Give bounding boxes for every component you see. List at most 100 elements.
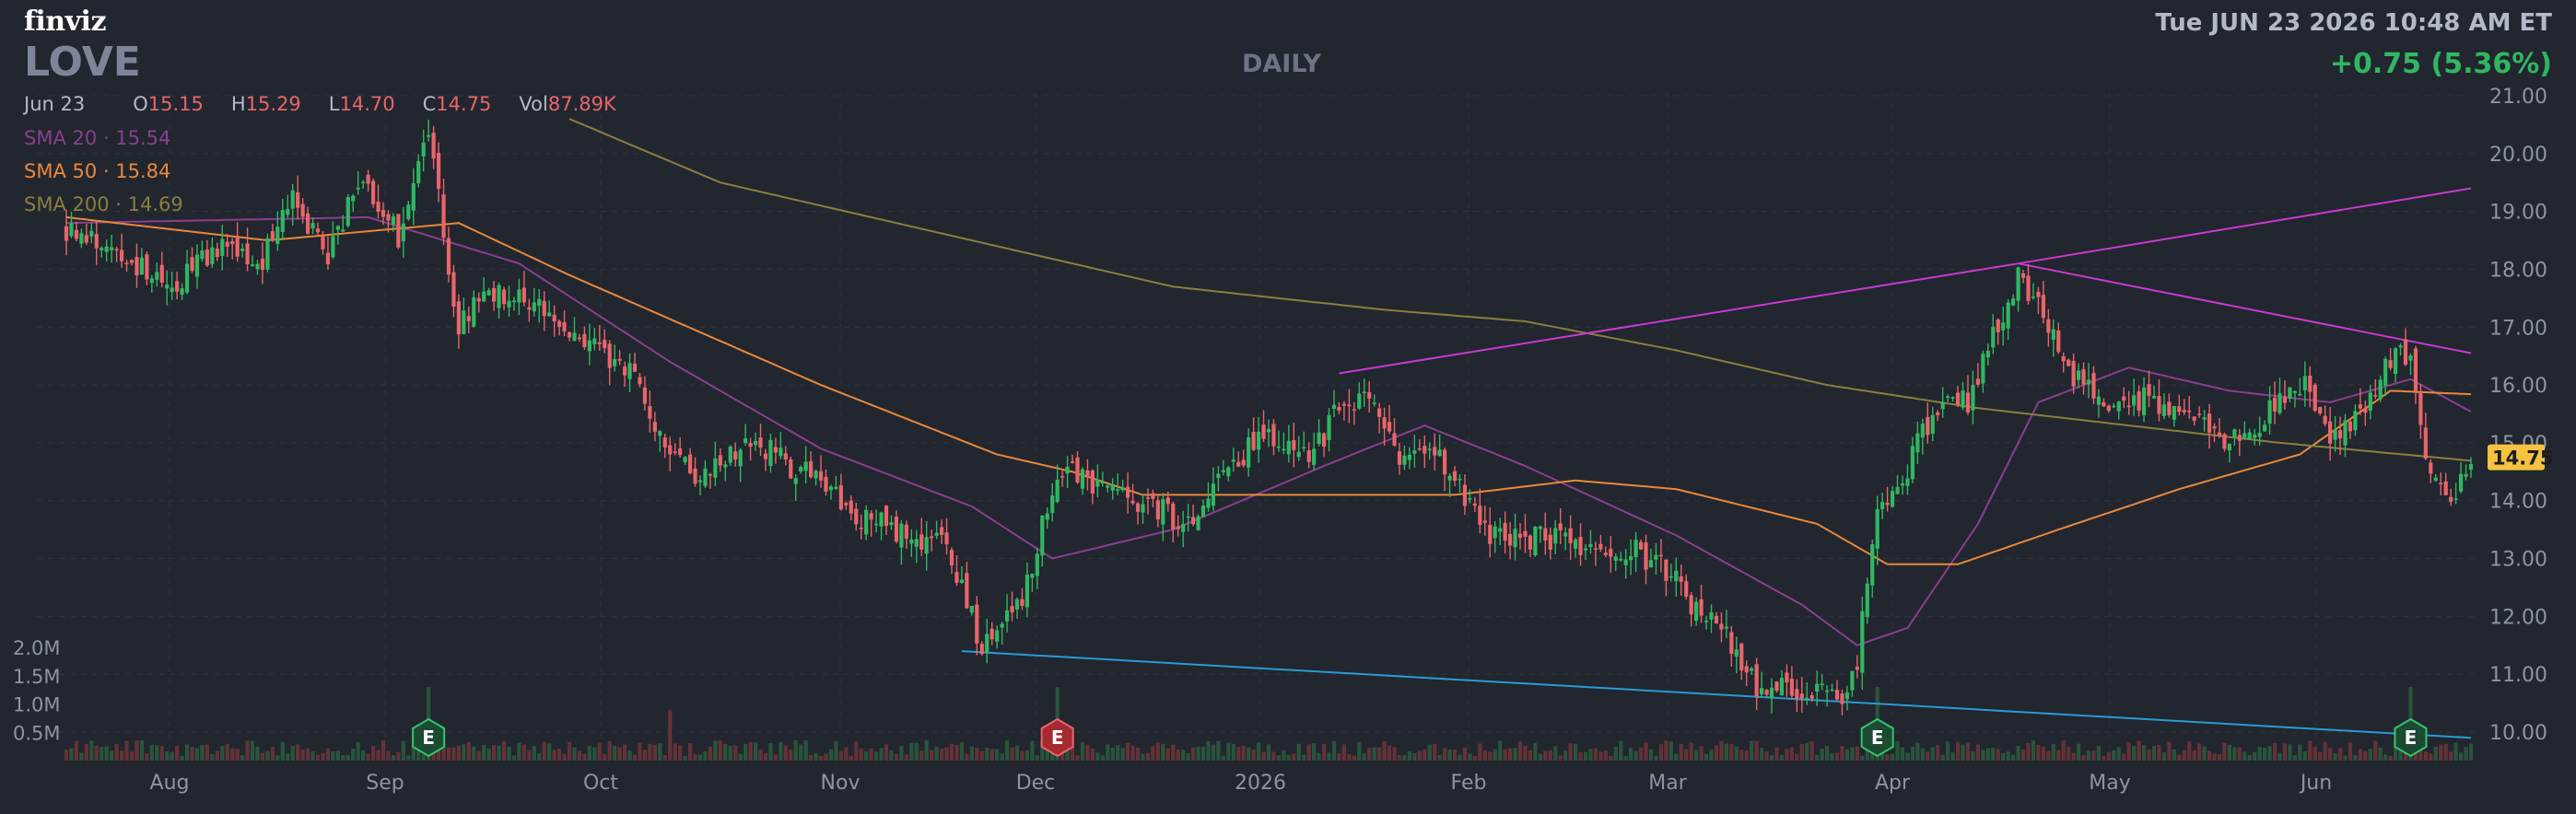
- candle-body: [1085, 470, 1090, 478]
- volume-bar: [2282, 743, 2288, 761]
- volume-bar: [331, 750, 335, 761]
- earnings-badge-label: E: [1051, 727, 1064, 749]
- ohlc-date: Jun 23: [24, 93, 86, 115]
- volume-bar: [220, 746, 225, 761]
- candle-body: [361, 181, 366, 183]
- volume-bar: [703, 751, 708, 761]
- candle: [2393, 347, 2398, 383]
- volume-bar: [2277, 752, 2282, 761]
- candle: [1282, 432, 1286, 455]
- trend-lines: [961, 187, 2472, 739]
- volume-bar: [1750, 740, 1754, 761]
- candle-body: [175, 281, 180, 292]
- candle: [1357, 382, 1362, 411]
- candle-body: [2232, 429, 2237, 437]
- volume-bar: [572, 747, 577, 761]
- candle-body: [406, 204, 411, 220]
- finviz-logo[interactable]: finviz: [24, 6, 106, 38]
- volume-bar: [2232, 747, 2237, 761]
- volume-bar: [1427, 744, 1432, 761]
- volume-bar: [2026, 742, 2031, 761]
- volume-bar: [869, 748, 873, 761]
- volume-bar: [1895, 740, 1900, 761]
- candle-body: [2368, 392, 2372, 411]
- candle-body: [1799, 693, 1804, 699]
- candle-body: [577, 337, 582, 340]
- candle: [1130, 483, 1135, 506]
- candle: [2051, 319, 2055, 357]
- candle: [1247, 428, 1251, 477]
- candle: [1478, 488, 1482, 534]
- candle-body: [2343, 420, 2348, 446]
- candle: [662, 433, 667, 459]
- candlesticks: [64, 119, 2474, 715]
- candle-body: [1558, 523, 1563, 530]
- candle: [1985, 343, 1990, 366]
- candle: [627, 353, 632, 392]
- sma200-legend[interactable]: SMA 200 · 14.69: [24, 193, 183, 215]
- candle-body: [1629, 555, 1633, 561]
- candle: [1116, 473, 1120, 495]
- timeframe-label[interactable]: DAILY: [1242, 50, 1321, 78]
- volume-tick-label: 1.5M: [13, 666, 61, 688]
- candle: [69, 212, 74, 238]
- candle: [652, 412, 657, 442]
- low-value: 14.70: [339, 93, 395, 115]
- candle-body: [728, 447, 732, 463]
- volume-bar: [1282, 750, 1286, 761]
- candle: [1961, 381, 1965, 411]
- volume-bar: [793, 739, 798, 761]
- candle: [1196, 514, 1200, 531]
- candle: [1181, 510, 1186, 548]
- candle-body: [451, 272, 456, 308]
- candle: [1341, 401, 1347, 421]
- volume-bar: [149, 744, 154, 761]
- candle: [844, 501, 849, 510]
- volume-bar: [2067, 747, 2071, 761]
- candle-body: [2157, 396, 2161, 414]
- candle: [310, 217, 315, 235]
- candle-body: [2353, 411, 2358, 431]
- candle-body: [1824, 690, 1830, 692]
- volume-bar: [2081, 755, 2086, 761]
- sma20-legend[interactable]: SMA 20 · 15.54: [24, 127, 171, 149]
- volume-tick-label: 0.5M: [13, 722, 61, 744]
- volume-bar: [1030, 740, 1035, 761]
- volume-bar: [1200, 746, 1206, 761]
- candle-body: [1719, 623, 1724, 630]
- candle-body: [370, 180, 376, 204]
- candle-body: [1337, 407, 1341, 411]
- candle-body: [89, 230, 94, 237]
- candle-body: [1563, 532, 1568, 537]
- volume-bar: [2061, 740, 2066, 761]
- candle: [592, 328, 597, 351]
- candle: [603, 329, 607, 354]
- candle: [930, 529, 934, 552]
- candle-body: [1176, 526, 1180, 529]
- x-tick-label: Apr: [1875, 772, 1911, 795]
- volume-bar: [1014, 745, 1020, 761]
- volume-bar: [849, 755, 853, 761]
- candle: [1352, 401, 1356, 425]
- volume-bar: [1292, 753, 1296, 761]
- sma50-legend[interactable]: SMA 50 · 15.84: [24, 160, 171, 182]
- candle: [1296, 436, 1301, 461]
- candle-body: [1412, 450, 1417, 454]
- candle: [2308, 366, 2313, 408]
- volume-bar: [658, 743, 662, 761]
- candle-body: [2468, 463, 2474, 471]
- candle: [1774, 680, 1779, 693]
- volume-bar: [391, 755, 396, 761]
- volume-bar: [1045, 749, 1049, 761]
- x-tick-label: Mar: [1648, 772, 1687, 795]
- volume-bar: [1437, 755, 1442, 761]
- earnings-badge-label: E: [422, 727, 435, 749]
- x-tick-label: Sep: [366, 772, 404, 795]
- volume-bar: [683, 755, 687, 761]
- volume-bar: [1423, 749, 1427, 761]
- candle-body: [1880, 502, 1885, 510]
- candle: [1930, 406, 1935, 442]
- candle-body: [1247, 437, 1251, 468]
- candle: [2187, 396, 2192, 419]
